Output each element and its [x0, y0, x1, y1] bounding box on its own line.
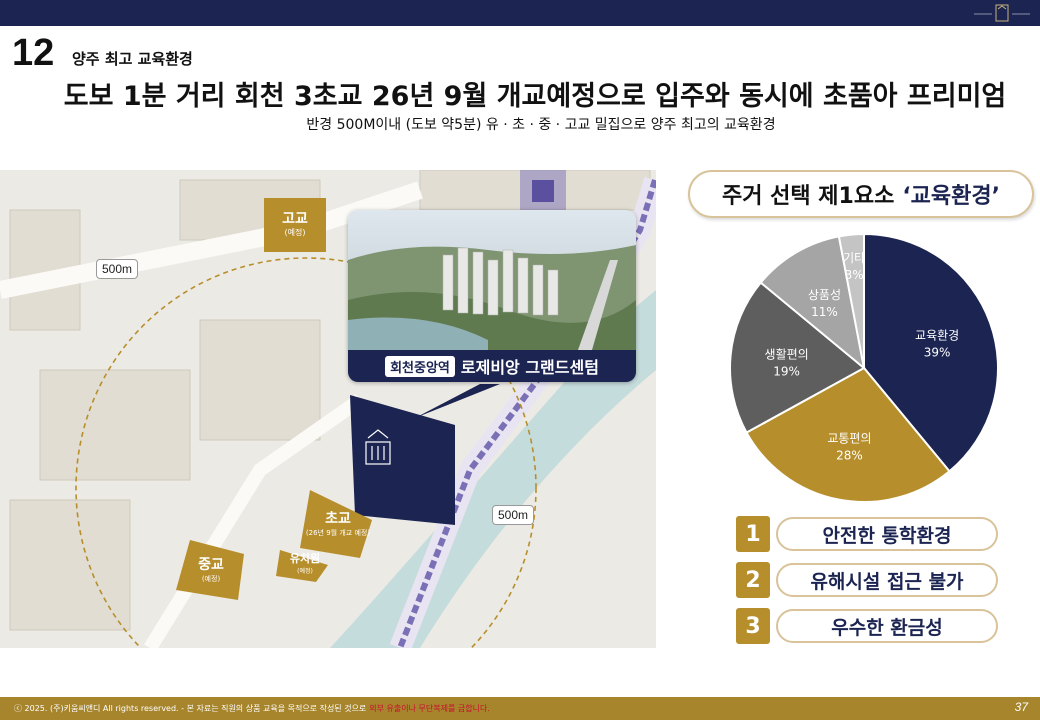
complex-photo-caption: 회천중앙역 로제비앙 그랜드센텀	[348, 350, 636, 382]
section-number: 12	[12, 32, 55, 74]
feature-label: 우수한 환금성	[776, 609, 998, 643]
panel-title-accent: ‘교육환경’	[902, 184, 1000, 209]
pie-slice-living	[729, 281, 866, 434]
brand-logo-icon	[974, 4, 1030, 22]
distance-label-right: 500m	[492, 505, 535, 525]
pie-slice-education	[863, 232, 999, 473]
panel-title: 주거 선택 제1요소 ‘교육환경’	[688, 170, 1034, 218]
feature-number: 3	[736, 608, 770, 644]
panel-title-main: 주거 선택 제1요소	[722, 184, 895, 209]
page-number: 37	[1014, 700, 1028, 714]
complex-emblem-icon	[365, 429, 391, 465]
feature-item-1: 1 안전한 통학환경	[736, 516, 1000, 552]
pie-label-transport: 교통편의	[827, 431, 871, 445]
pie-value-living: 19%	[773, 365, 800, 379]
station-badge: 회천중앙역	[385, 355, 455, 377]
complex-photo-card: 회천중앙역 로제비앙 그랜드센텀	[348, 210, 636, 382]
feature-number: 1	[736, 516, 770, 552]
pie-label-product: 상품성	[808, 288, 841, 302]
kindergarten-label: 유치원 (예정)	[289, 552, 321, 575]
pie-slice-transport	[745, 366, 951, 503]
section-subtitle: 양주 최고 교육환경	[72, 50, 193, 68]
middle-school-label: 중교 (예정)	[198, 557, 224, 583]
pie-value-product: 11%	[811, 305, 838, 319]
feature-label: 안전한 통학환경	[776, 517, 998, 551]
pie-value-etc: 3%	[845, 268, 864, 282]
feature-item-2: 2 유해시설 접근 불가	[736, 562, 1000, 598]
pie-label-education: 교육환경	[915, 329, 959, 343]
feature-item-3: 3 우수한 환금성	[736, 608, 1000, 644]
top-bar	[0, 0, 1040, 26]
pie-label-living: 생활편의	[765, 348, 809, 362]
housing-factor-pie-chart: 교육환경 39% 교통편의 28% 생활편의 19% 상품성 11% 기타 3%	[729, 232, 999, 503]
feature-label: 유해시설 접근 불가	[776, 563, 998, 597]
pie-label-etc: 기타	[843, 251, 865, 265]
pie-value-transport: 28%	[836, 448, 863, 462]
footer-copyright: ⓒ 2025. (주)키움씨앤디 All rights reserved. - …	[14, 704, 367, 713]
elementary-school-label: 초교 (26년 9월 개교 예정)	[305, 511, 371, 537]
page-headline: 도보 1분 거리 회천 3초교 26년 9월 개교예정으로 입주와 동시에 초품…	[63, 81, 1007, 112]
complex-name: 로제비앙 그랜드센텀	[460, 358, 599, 377]
pie-slice-product	[759, 235, 866, 371]
pie-value-education: 39%	[924, 346, 951, 360]
high-school-marker: 고교 (예정)	[264, 198, 326, 252]
pie-slice-etc	[837, 232, 865, 369]
distance-label-top: 500m	[96, 259, 139, 279]
footer-warning: 외부 유출이나 무단복제를 금합니다.	[369, 704, 490, 713]
page-subline: 반경 500M이내 (도보 약5분) 유 · 초 · 중 · 고교 밀집으로 양…	[306, 117, 776, 133]
complex-aerial-photo	[348, 210, 636, 350]
feature-number: 2	[736, 562, 770, 598]
footer-bar: ⓒ 2025. (주)키움씨앤디 All rights reserved. - …	[0, 697, 1040, 720]
